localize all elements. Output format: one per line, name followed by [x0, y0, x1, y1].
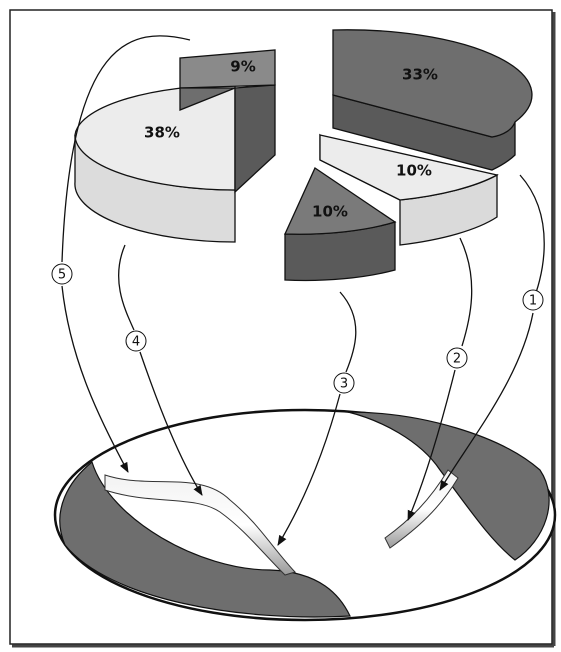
callout-label: 4: [132, 335, 140, 350]
callout: 4: [125, 330, 147, 352]
lesion-view: [53, 408, 557, 622]
callout-label: 3: [340, 377, 348, 392]
arrow: [117, 244, 202, 495]
callout-label: 1: [529, 294, 537, 309]
callout: 1: [522, 289, 544, 311]
arrow: [278, 291, 357, 545]
slice-10-dark: [284, 167, 397, 282]
slice-label: 10%: [312, 203, 348, 221]
slice-38: [74, 84, 236, 243]
arrow: [408, 237, 473, 520]
slice-label: 38%: [144, 124, 180, 142]
slice-10-light: [319, 133, 499, 246]
callout: 5: [51, 263, 73, 285]
arrow: [61, 35, 191, 472]
slice-label: 9%: [230, 58, 255, 76]
slice-9: [179, 49, 276, 194]
callout-label: 2: [453, 352, 461, 367]
callout: 2: [446, 347, 468, 369]
callout-label: 5: [58, 268, 66, 283]
callout: 3: [333, 372, 355, 394]
slice-label: 10%: [396, 162, 432, 180]
slice-33: [332, 29, 533, 171]
slice-label: 33%: [402, 66, 438, 84]
